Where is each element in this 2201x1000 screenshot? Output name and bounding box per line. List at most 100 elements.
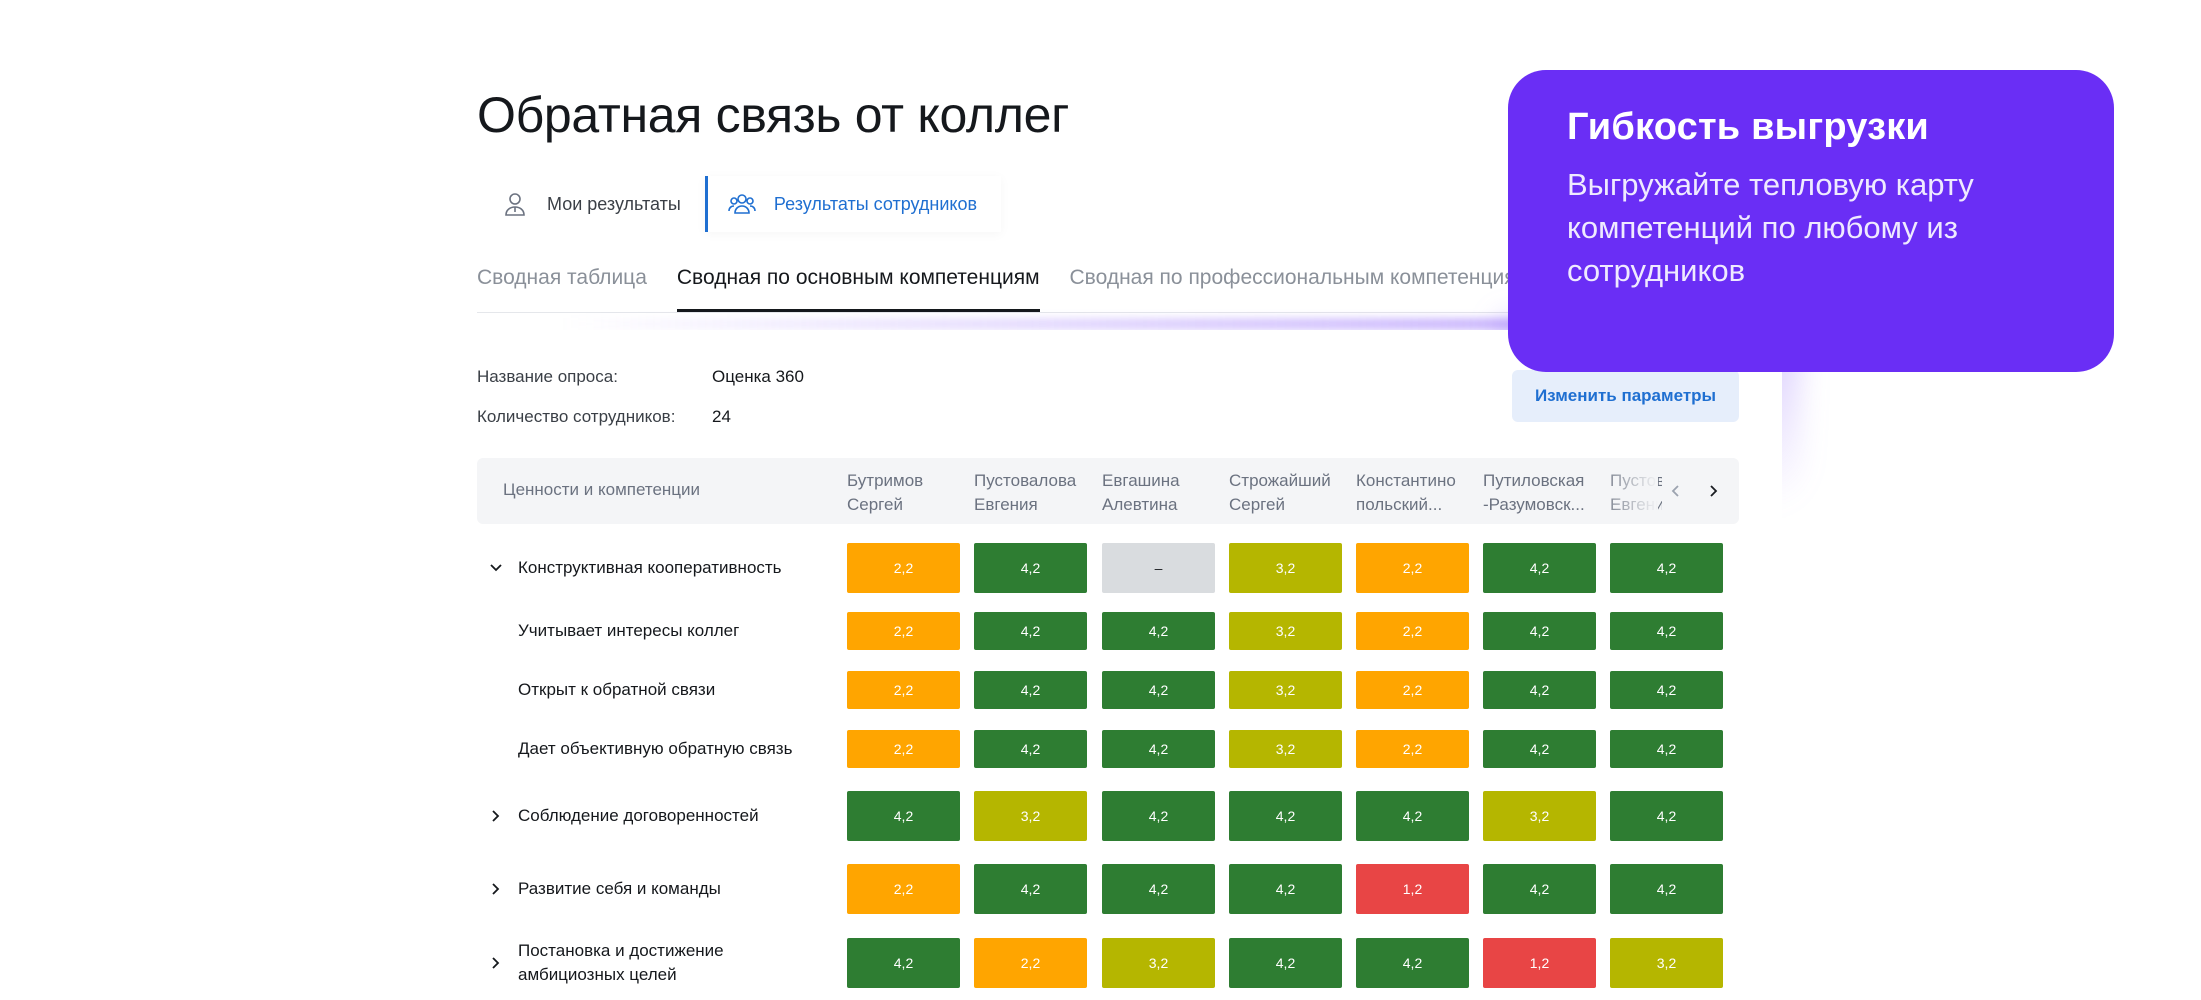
card-glow-line <box>560 318 1600 330</box>
competency-group-label: Соблюдение договоренностей <box>518 804 759 828</box>
chevron-down-icon[interactable] <box>488 560 504 576</box>
score-cell: 4,2 <box>1610 864 1723 914</box>
score-cell: 2,2 <box>1356 612 1469 650</box>
score-cell: 4,2 <box>1483 671 1596 709</box>
subtab-summary-table[interactable]: Сводная таблица <box>477 266 647 289</box>
score-cell: 3,2 <box>1229 543 1342 593</box>
score-cell: 4,2 <box>1483 612 1596 650</box>
score-cell: 2,2 <box>1356 730 1469 768</box>
column-header-line: Сергей <box>1229 495 1285 514</box>
score-cell: 2,2 <box>847 671 960 709</box>
score-cell: 4,2 <box>1229 864 1342 914</box>
competency-group-label: Постановка и достижение амбициозных целей <box>518 939 724 987</box>
score-cell: 4,2 <box>1610 730 1723 768</box>
score-cell: 2,2 <box>974 938 1087 988</box>
score-cell: 4,2 <box>847 791 960 841</box>
column-header-line: Сергей <box>847 495 903 514</box>
subtab-professional-competencies[interactable]: Сводная по профессиональным компетенциям <box>1069 266 1531 289</box>
score-cell: 4,2 <box>1102 791 1215 841</box>
score-cell: 4,2 <box>1610 671 1723 709</box>
scroll-left-button[interactable] <box>1662 477 1690 505</box>
score-cell: 2,2 <box>1356 543 1469 593</box>
score-cell: 2,2 <box>847 612 960 650</box>
promo-title: Гибкость выгрузки <box>1567 106 1929 148</box>
tab-my-results-label: Мои результаты <box>547 193 681 214</box>
table-header: Ценности и компетенции <box>477 458 1739 524</box>
tabs-divider <box>477 312 1739 313</box>
column-header-line: Евгашина <box>1102 471 1180 490</box>
employee-count-label: Количество сотрудников: <box>477 407 676 426</box>
person-icon <box>505 193 525 216</box>
score-cell: 3,2 <box>1610 938 1723 988</box>
chevron-right-icon[interactable] <box>488 955 504 971</box>
score-cell: 4,2 <box>1483 730 1596 768</box>
chevron-right-icon[interactable] <box>488 808 504 824</box>
column-header: Строжайший Сергей <box>1229 469 1347 517</box>
subtab-core-competencies[interactable]: Сводная по основным компетенциям <box>676 262 1040 312</box>
people-icon <box>728 194 756 214</box>
mode-tabs: Мои результаты Результаты сотрудников <box>477 176 1002 232</box>
column-header-line: Алевтина <box>1102 495 1178 514</box>
tab-employee-results[interactable]: Результаты сотрудников <box>704 176 1002 232</box>
competency-item-label: Учитывает интересы коллег <box>518 619 739 643</box>
column-header-line: Путиловская <box>1483 471 1585 490</box>
row-label-line: Постановка и достижение <box>518 941 724 960</box>
competency-item-label: Открыт к обратной связи <box>518 678 715 702</box>
promo-text: Выгружайте тепловую карту компетенций по… <box>1567 167 1974 288</box>
chevron-right-icon <box>1710 485 1718 497</box>
score-cell: 4,2 <box>1102 671 1215 709</box>
score-cell: 4,2 <box>974 612 1087 650</box>
row-label-line: Учитывает интересы коллег <box>518 621 740 640</box>
score-cell: 3,2 <box>1229 612 1342 650</box>
column-header-line: Бутримов <box>847 471 924 490</box>
score-cell: 4,2 <box>1229 791 1342 841</box>
employee-count-value: 24 <box>712 407 731 426</box>
column-header-line: -Разумовск... <box>1483 495 1585 514</box>
column-header-line: Константино <box>1356 471 1456 490</box>
row-label-line: Соблюдение договоренностей <box>518 806 759 825</box>
competency-item-label: Дает объективную обратную связь <box>518 737 792 761</box>
score-cell: 2,2 <box>847 730 960 768</box>
column-header-line: польский... <box>1356 495 1443 514</box>
score-cell: 4,2 <box>1229 938 1342 988</box>
score-cell: 3,2 <box>1229 730 1342 768</box>
score-cell: 4,2 <box>1102 612 1215 650</box>
row-label-line: Развитие себя и команды <box>518 879 721 898</box>
competency-group-label: Конструктивная кооперативность <box>518 556 782 580</box>
score-cell: 4,2 <box>1356 791 1469 841</box>
change-params-button[interactable]: Изменить параметры <box>1512 370 1739 422</box>
column-header-line: Евгения <box>974 495 1038 514</box>
score-cell: 4,2 <box>1102 864 1215 914</box>
page-title: Обратная связь от коллег <box>477 87 1070 143</box>
row-label-line: Дает объективную обратную связь <box>518 739 793 758</box>
score-cell: – <box>1102 543 1215 593</box>
score-cell: 4,2 <box>974 864 1087 914</box>
chevron-left-icon <box>1671 485 1679 497</box>
score-cell: 3,2 <box>1102 938 1215 988</box>
score-cell: 4,2 <box>1610 543 1723 593</box>
score-cell: 4,2 <box>1610 791 1723 841</box>
header-competencies: Ценности и компетенции <box>503 480 701 499</box>
score-cell: 4,2 <box>974 543 1087 593</box>
score-cell: 4,2 <box>1102 730 1215 768</box>
score-cell: 3,2 <box>1229 671 1342 709</box>
chevron-right-icon[interactable] <box>488 881 504 897</box>
score-cell: 1,2 <box>1483 938 1596 988</box>
score-cell: 3,2 <box>974 791 1087 841</box>
sub-tabs: Сводная таблица Сводная по основным комп… <box>477 262 1530 312</box>
score-cell: 4,2 <box>974 730 1087 768</box>
column-header-line: Пустовалова <box>974 471 1077 490</box>
column-header: Путиловская -Разумовск... <box>1483 469 1601 517</box>
score-cell: 4,2 <box>974 671 1087 709</box>
score-cell: 4,2 <box>847 938 960 988</box>
tab-my-results[interactable]: Мои результаты <box>477 176 705 232</box>
header-fade <box>1598 458 1658 524</box>
scroll-right-button[interactable] <box>1699 477 1727 505</box>
row-label-line: амбициозных целей <box>518 965 677 984</box>
column-header: Константино польский... <box>1356 469 1474 517</box>
survey-name-value: Оценка 360 <box>712 367 804 386</box>
column-header-line: Строжайший <box>1229 471 1331 490</box>
row-label-line: Открыт к обратной связи <box>518 680 716 699</box>
score-cell: 3,2 <box>1483 791 1596 841</box>
competency-group-label: Развитие себя и команды <box>518 877 721 901</box>
